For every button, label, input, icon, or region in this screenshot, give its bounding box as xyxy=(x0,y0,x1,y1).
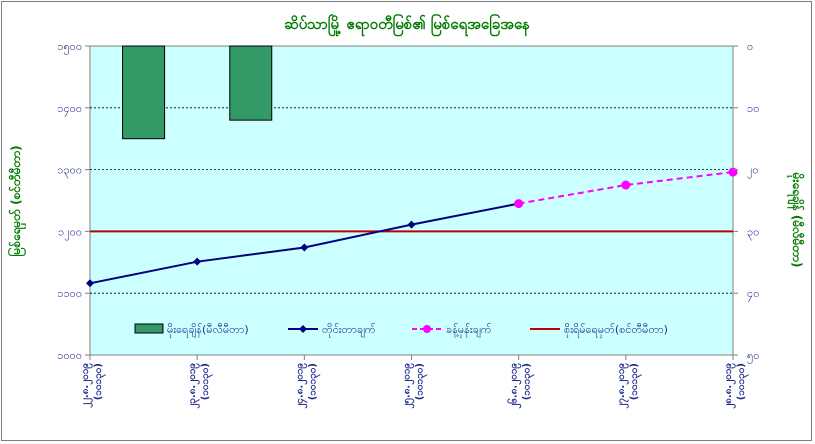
x-axis-ticks: ၂၂.၈.၂၀၁၉ (၁၀၁၃၀) ၂၃.၈.၂၀၁၉ (၁၀၁၃၀) ၂၄.၈.၂၀၁… xyxy=(80,355,750,409)
rainfall-bar xyxy=(229,45,273,121)
right-tick-label: ၄၀ xyxy=(747,287,759,302)
right-tick-label: ၂၀ xyxy=(747,164,759,179)
legend-label: တိုင်းတာချက် xyxy=(322,323,376,338)
left-axis-title: မြစ်ရေမှတ် (စင်တီမီတာ) xyxy=(6,145,27,256)
forecast-point xyxy=(621,180,631,190)
x-tick-label: ၂၂.၈.၂၀၁၉ (၁၀၁၃၀) xyxy=(80,363,107,408)
forecast-line xyxy=(518,171,734,205)
left-tick-label: ၁၂၀၀ xyxy=(58,225,82,240)
forecast-point xyxy=(728,167,738,177)
legend-swatch-rainfall xyxy=(134,323,164,334)
left-tick-label: ၁၀၀၀ xyxy=(57,349,82,362)
chart-title: ဆိပ်သာမြို့ ဧရာဝတီမြစ်၏ မြစ်ရေအခြေအနေ xyxy=(284,13,530,37)
measured-point xyxy=(193,257,202,266)
left-tick-label: ၁၃၀၀ xyxy=(57,164,82,179)
left-tick-label: ၁၅၀၀ xyxy=(57,40,82,55)
measured-point xyxy=(407,220,416,229)
measured-line-layer xyxy=(86,199,523,288)
right-axis-title: မိုးရေချိန် (မီလီမီတာ) xyxy=(786,172,806,268)
x-tick-label: ၂၄.၈.၂၀၁၉ (၁၀၁၃၀) xyxy=(294,363,321,409)
measured-point xyxy=(300,243,309,252)
right-tick-label: ၁၀ xyxy=(747,102,759,115)
rainfall-bar xyxy=(122,45,166,140)
right-tick-label: ၃၀ xyxy=(747,225,759,240)
left-tick-label: ၁၁၀၀ xyxy=(57,287,82,300)
legend-marker-forecast xyxy=(423,325,431,333)
right-tick-label: ၅၀ xyxy=(747,349,759,364)
rainfall-bars xyxy=(122,45,273,140)
legend-label: ခန့်မှန်းချက် xyxy=(446,323,492,338)
x-tick-label: ၂၇.၈.၂၀၁၉ (၁၀၁၃၀) xyxy=(616,363,643,409)
x-tick-label: ၂၃.၈.၂၀၁၉ (၁၀၁၃၀) xyxy=(187,363,214,409)
left-tick-label: ၁၄၀၀ xyxy=(57,102,82,117)
forecast-point xyxy=(514,199,524,209)
plot-area xyxy=(89,45,734,356)
legend-label: မိုးရေချိန်(မီလီမီတာ) xyxy=(167,323,249,338)
legend-label: စိုးရိမ်ရေမှတ်(စင်တီမီတာ) xyxy=(564,323,668,338)
left-axis-ticks: ၁၀၀၀ ၁၁၀၀ ၁၂၀၀ ၁၃၀၀ ၁၄၀၀ ၁၅၀၀ xyxy=(57,40,90,362)
x-tick-label: ၂၆.၈.၂၀၁၉ (၁၀၁၃၀) xyxy=(507,363,536,409)
measured-point xyxy=(86,279,94,288)
legend-marker-measured xyxy=(299,325,307,333)
x-tick-label: ၂၅.၈.၂၀၁၉ (၁၀၁၃၀) xyxy=(402,363,429,409)
right-tick-label: ၀ xyxy=(747,40,753,53)
legend: မိုးရေချိန်(မီလီမီတာ) တိုင်းတာချက် ခန့်မှန… xyxy=(134,323,668,338)
x-tick-label: ၂၈.၈.၂၀၁၉ (၁၀၁၃၀) xyxy=(723,363,750,409)
